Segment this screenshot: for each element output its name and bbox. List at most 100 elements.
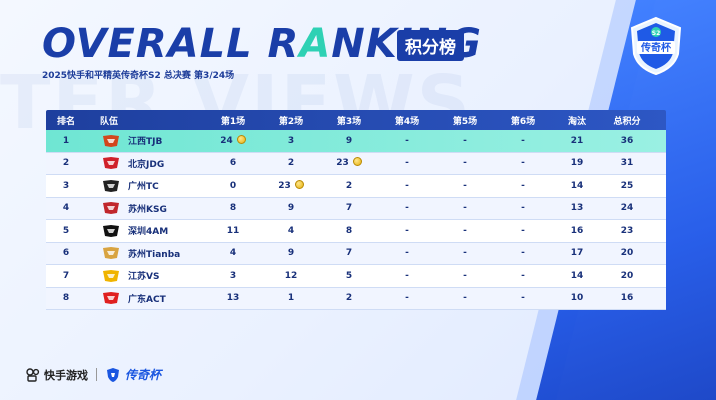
game-score: 3	[229, 270, 237, 281]
footer: 快手游戏 传奇杯	[26, 366, 161, 383]
game-score: 23	[336, 158, 349, 169]
game4-cell: -	[378, 158, 436, 168]
game1-cell: 11	[204, 226, 262, 236]
table-row: 4 苏州KSG 8 9 7 - - - 13 24	[46, 197, 666, 220]
table-header: 排名 队伍 第1场 第2场 第3场 第4场 第5场 第6场 淘汰 总积分	[46, 110, 666, 130]
game4-cell: -	[378, 226, 436, 236]
game-score: 12	[284, 270, 298, 281]
game4-cell: -	[378, 136, 436, 146]
game6-cell: -	[494, 293, 552, 303]
team-name: 江西TJB	[128, 137, 163, 148]
svg-text:传奇杯: 传奇杯	[640, 41, 672, 54]
col-game3: 第3场	[336, 116, 362, 127]
game2-cell: 9	[262, 203, 320, 213]
game-score: 1	[287, 293, 295, 304]
game5-cell: -	[436, 293, 494, 303]
game-score: -	[521, 270, 525, 281]
game-score: 4	[229, 248, 237, 259]
rank-cell: 2	[62, 158, 70, 169]
table-row: 6 苏州Tianba 4 9 7 - - - 17 20	[46, 242, 666, 265]
total-cell: 25	[620, 180, 634, 191]
game4-cell: -	[378, 248, 436, 258]
shield-icon	[107, 367, 119, 382]
total-cell: 16	[620, 293, 634, 304]
game5-cell: -	[436, 158, 494, 168]
table-row: 8 广东ACT 13 1 2 - - - 10 16	[46, 287, 666, 310]
total-cell: 20	[620, 270, 634, 281]
game-score: 7	[345, 203, 353, 214]
game-score: 9	[345, 135, 353, 146]
game-score: 2	[345, 180, 353, 191]
game-score: -	[521, 203, 525, 214]
kills-cell: 16	[570, 225, 584, 236]
game-score: -	[405, 158, 409, 169]
col-total: 总积分	[613, 116, 641, 127]
total-cell: 24	[620, 203, 634, 214]
game5-cell: -	[436, 136, 494, 146]
team-cell: 北京JDG	[86, 156, 204, 170]
table-row: 2 北京JDG 6 2 23 - - - 19 31	[46, 152, 666, 175]
total-cell: 36	[620, 135, 634, 146]
game-score: 2	[287, 158, 295, 169]
chicken-dinner-coin-icon	[352, 157, 362, 167]
game1-cell: 24	[204, 134, 262, 146]
game-score: -	[521, 135, 525, 146]
game-score: -	[521, 248, 525, 259]
game-score: 11	[226, 225, 240, 236]
team-logo-icon	[100, 179, 122, 193]
total-cell: 23	[620, 225, 634, 236]
team-name: 广州TC	[128, 182, 159, 193]
team-name: 北京JDG	[128, 159, 165, 170]
game1-cell: 3	[204, 271, 262, 281]
game2-cell: 23	[262, 179, 320, 191]
game-score: 8	[229, 203, 237, 214]
game4-cell: -	[378, 271, 436, 281]
footer-divider	[96, 368, 97, 381]
game1-cell: 0	[204, 181, 262, 191]
game-score: -	[463, 270, 467, 281]
game3-cell: 2	[320, 181, 378, 191]
team-logo-icon	[100, 246, 122, 260]
game-score: -	[405, 135, 409, 146]
rank-cell: 7	[62, 270, 70, 281]
kills-cell: 19	[570, 158, 584, 169]
kills-cell: 10	[570, 293, 584, 304]
game6-cell: -	[494, 248, 552, 258]
col-rank: 排名	[56, 116, 75, 127]
team-cell: 广东ACT	[86, 291, 204, 305]
game2-cell: 1	[262, 293, 320, 303]
game-score: 9	[287, 203, 295, 214]
game3-cell: 8	[320, 226, 378, 236]
game3-cell: 2	[320, 293, 378, 303]
page-title: OVERALL RANKING	[42, 21, 481, 67]
team-logo-icon	[100, 269, 122, 283]
game-score: -	[405, 248, 409, 259]
game-score: 6	[229, 158, 237, 169]
col-game5: 第5场	[452, 116, 478, 127]
page-subtitle: 2025快手和平精英传奇杯S2 总决赛 第3/24场	[42, 71, 235, 81]
game-score: -	[463, 248, 467, 259]
game6-cell: -	[494, 181, 552, 191]
game-score: -	[521, 225, 525, 236]
table-row: 1 江西TJB 24 3 9 - - - 21 36	[46, 130, 666, 153]
svg-text:S2: S2	[652, 30, 661, 37]
game-score: -	[405, 270, 409, 281]
rank-cell: 1	[62, 135, 70, 146]
kuaishou-logo-icon	[26, 367, 40, 382]
table-row: 7 江苏VS 3 12 5 - - - 14 20	[46, 265, 666, 288]
game4-cell: -	[378, 293, 436, 303]
team-name: 深圳4AM	[128, 227, 169, 238]
game4-cell: -	[378, 203, 436, 213]
team-logo-icon	[100, 156, 122, 170]
col-game1: 第1场	[220, 116, 246, 127]
game-score: -	[521, 158, 525, 169]
table-row: 5 深圳4AM 11 4 8 - - - 16 23	[46, 220, 666, 243]
rank-cell: 6	[62, 248, 70, 259]
rank-cell: 3	[62, 180, 70, 191]
col-game6: 第6场	[510, 116, 536, 127]
team-logo-icon	[100, 291, 122, 305]
col-kills: 淘汰	[567, 116, 586, 127]
game-score: -	[405, 293, 409, 304]
game-score: 13	[226, 293, 240, 304]
game-score: 7	[345, 248, 353, 259]
